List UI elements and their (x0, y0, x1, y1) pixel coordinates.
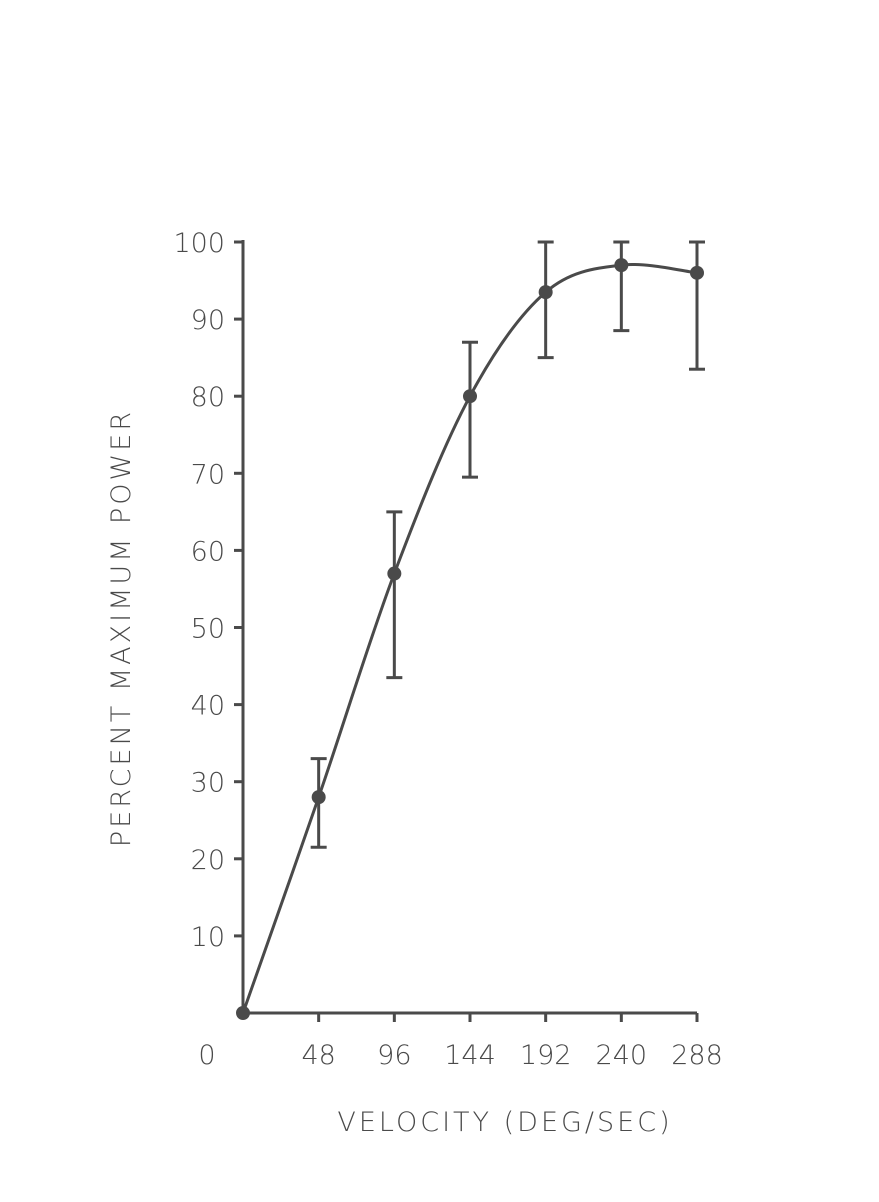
error-bar-240 (613, 240, 630, 333)
x-tick-label-48: 48 (301, 1040, 335, 1071)
x-tick-label-144: 144 (444, 1040, 496, 1071)
y-tick-label-30: 30 (191, 768, 225, 799)
y-tick-label-50: 50 (191, 614, 225, 645)
data-point-48 (311, 790, 326, 805)
data-points (236, 258, 704, 1020)
y-tick-label-10: 10 (191, 922, 225, 953)
ticks (234, 240, 699, 1022)
x-axis-title: VELOCITY (DEG/SEC) (337, 1107, 672, 1138)
y-tick-label-90: 90 (191, 305, 225, 336)
error-bar-144 (462, 340, 478, 479)
x-tick-label-192: 192 (520, 1040, 572, 1071)
y-tick-label-70: 70 (191, 459, 225, 490)
y-tick-label-100: 100 (173, 228, 225, 259)
data-point-96 (387, 566, 402, 581)
x-tick-label-240: 240 (596, 1040, 648, 1071)
data-point-144 (463, 389, 477, 404)
y-tick-label-40: 40 (191, 691, 225, 722)
y-tick-label-20: 20 (191, 845, 225, 876)
error-bars (310, 240, 705, 849)
x-tick-label-96: 96 (377, 1040, 411, 1071)
data-point-240 (614, 258, 629, 273)
data-point-288 (690, 265, 704, 280)
x-tick-label-288: 288 (671, 1040, 723, 1071)
x-tick-label-0: 0 (198, 1040, 215, 1071)
y-tick-label-80: 80 (191, 382, 225, 413)
error-bar-192 (537, 240, 554, 360)
error-bar-288 (689, 240, 705, 371)
tick-labels: 10 20 30 40 50 60 70 80 90 100 0 48 96 144 192 240 288 (173, 228, 722, 1071)
data-point-192 (538, 285, 553, 300)
data-point-0 (236, 1006, 250, 1020)
y-axis-title: PERCENT MAXIMUM POWER (106, 409, 137, 847)
series-line (241, 262, 698, 1014)
error-bar-96 (386, 510, 403, 680)
y-tick-label-60: 60 (191, 536, 225, 567)
